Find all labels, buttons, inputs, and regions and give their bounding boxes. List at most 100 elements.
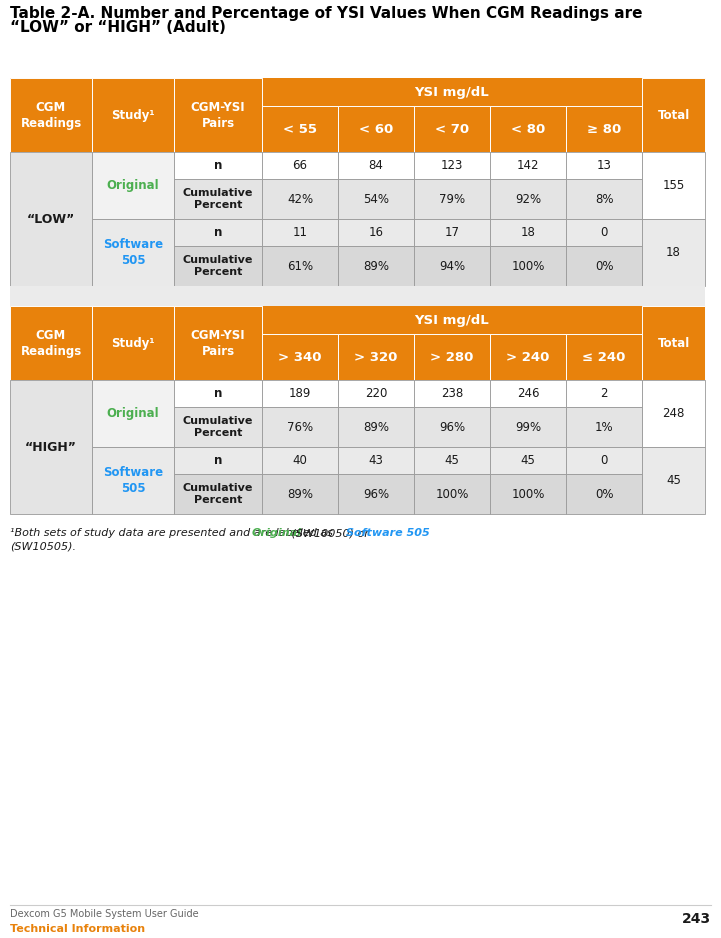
Text: Original: Original xyxy=(107,407,159,420)
Bar xyxy=(174,219,262,246)
Text: 45: 45 xyxy=(521,454,536,467)
Text: ¹Both sets of study data are presented and are labeled as: ¹Both sets of study data are presented a… xyxy=(10,528,337,538)
Text: 89%: 89% xyxy=(363,260,389,273)
Bar xyxy=(338,246,414,286)
Text: 45: 45 xyxy=(666,474,681,487)
Text: n: n xyxy=(214,387,222,400)
Text: Cumulative
Percent: Cumulative Percent xyxy=(183,188,253,210)
Bar xyxy=(414,246,490,286)
Bar xyxy=(262,447,338,474)
Bar xyxy=(92,380,174,447)
Text: 43: 43 xyxy=(368,454,384,467)
Text: 2: 2 xyxy=(601,387,608,400)
Text: Original: Original xyxy=(252,528,301,538)
Bar xyxy=(490,152,566,179)
Bar xyxy=(414,334,490,380)
Bar xyxy=(566,407,642,447)
Text: CGM
Readings: CGM Readings xyxy=(20,328,81,357)
Text: 94%: 94% xyxy=(439,260,465,273)
Text: 246: 246 xyxy=(517,387,539,400)
Bar xyxy=(642,78,705,152)
Bar xyxy=(92,152,174,219)
Bar xyxy=(338,106,414,152)
Bar xyxy=(490,334,566,380)
Text: 11: 11 xyxy=(293,226,307,239)
Text: > 320: > 320 xyxy=(354,351,398,364)
Bar xyxy=(490,380,566,407)
Text: < 70: < 70 xyxy=(435,123,469,135)
Text: 142: 142 xyxy=(517,159,539,172)
Text: Study¹: Study¹ xyxy=(111,337,155,350)
Bar xyxy=(262,179,338,219)
Text: CGM
Readings: CGM Readings xyxy=(20,100,81,129)
Bar xyxy=(174,447,262,474)
Bar xyxy=(262,474,338,514)
Bar xyxy=(490,474,566,514)
Text: 18: 18 xyxy=(666,246,681,259)
Bar xyxy=(566,219,642,246)
Text: “LOW” or “HIGH” (Adult): “LOW” or “HIGH” (Adult) xyxy=(10,20,226,35)
Text: n: n xyxy=(214,159,222,172)
Text: 96%: 96% xyxy=(363,488,389,501)
Text: (SW10505).: (SW10505). xyxy=(10,541,76,551)
Bar xyxy=(338,447,414,474)
Text: 96%: 96% xyxy=(439,420,465,433)
Bar xyxy=(414,106,490,152)
Text: Software
505: Software 505 xyxy=(103,238,163,267)
Text: n: n xyxy=(214,226,222,239)
Text: Study¹: Study¹ xyxy=(111,109,155,122)
Bar xyxy=(174,246,262,286)
Text: Technical Information: Technical Information xyxy=(10,924,145,934)
Text: 89%: 89% xyxy=(287,488,313,501)
Bar xyxy=(414,219,490,246)
Text: 238: 238 xyxy=(441,387,463,400)
Bar xyxy=(174,152,262,179)
Bar xyxy=(10,306,92,380)
Text: 76%: 76% xyxy=(287,420,313,433)
Bar xyxy=(10,334,705,380)
Bar xyxy=(490,219,566,246)
Text: CGM-YSI
Pairs: CGM-YSI Pairs xyxy=(190,100,245,129)
Bar xyxy=(10,380,92,514)
Text: 243: 243 xyxy=(682,912,711,926)
Text: 8%: 8% xyxy=(595,192,614,205)
Text: 100%: 100% xyxy=(435,488,469,501)
Bar xyxy=(10,152,92,286)
Bar xyxy=(174,78,262,152)
Text: Software
505: Software 505 xyxy=(103,466,163,495)
Text: Cumulative
Percent: Cumulative Percent xyxy=(183,416,253,438)
Bar xyxy=(490,246,566,286)
Bar xyxy=(338,179,414,219)
Text: 100%: 100% xyxy=(511,488,544,501)
Text: “HIGH”: “HIGH” xyxy=(25,441,77,453)
Text: 100%: 100% xyxy=(511,260,544,273)
Text: Dexcom G5 Mobile System User Guide: Dexcom G5 Mobile System User Guide xyxy=(10,909,198,919)
Text: Total: Total xyxy=(658,337,689,350)
Text: 54%: 54% xyxy=(363,192,389,205)
Text: Cumulative
Percent: Cumulative Percent xyxy=(183,483,253,506)
Bar xyxy=(262,152,338,179)
Bar xyxy=(642,306,705,380)
Text: 45: 45 xyxy=(445,454,459,467)
Bar xyxy=(642,380,705,447)
Bar xyxy=(414,152,490,179)
Bar xyxy=(566,152,642,179)
Bar xyxy=(642,219,705,286)
Text: ≤ 240: ≤ 240 xyxy=(583,351,626,364)
Text: < 60: < 60 xyxy=(359,123,393,135)
Bar xyxy=(92,219,174,286)
Bar xyxy=(414,179,490,219)
Bar xyxy=(414,380,490,407)
Bar xyxy=(174,179,262,219)
Text: 248: 248 xyxy=(663,407,685,420)
Bar xyxy=(10,286,705,306)
Bar xyxy=(262,334,338,380)
Bar xyxy=(490,447,566,474)
Text: > 280: > 280 xyxy=(430,351,474,364)
Bar xyxy=(10,306,705,334)
Text: 0: 0 xyxy=(601,454,608,467)
Bar xyxy=(490,179,566,219)
Text: > 340: > 340 xyxy=(278,351,322,364)
Text: 92%: 92% xyxy=(515,192,541,205)
Text: < 80: < 80 xyxy=(511,123,545,135)
